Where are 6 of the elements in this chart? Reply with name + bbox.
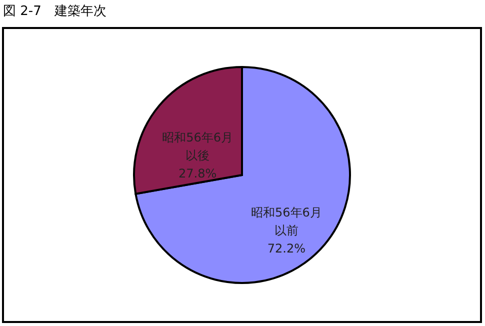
pie-slice	[134, 66, 351, 284]
chart-title: 図 2-7 建築年次	[3, 4, 106, 19]
slice-label: 昭和56年6月以前	[251, 205, 322, 238]
slice-label: 昭和56年6月以後	[162, 130, 233, 163]
data-label: 72.2%	[267, 241, 306, 256]
data-label: 27.8%	[178, 166, 217, 181]
